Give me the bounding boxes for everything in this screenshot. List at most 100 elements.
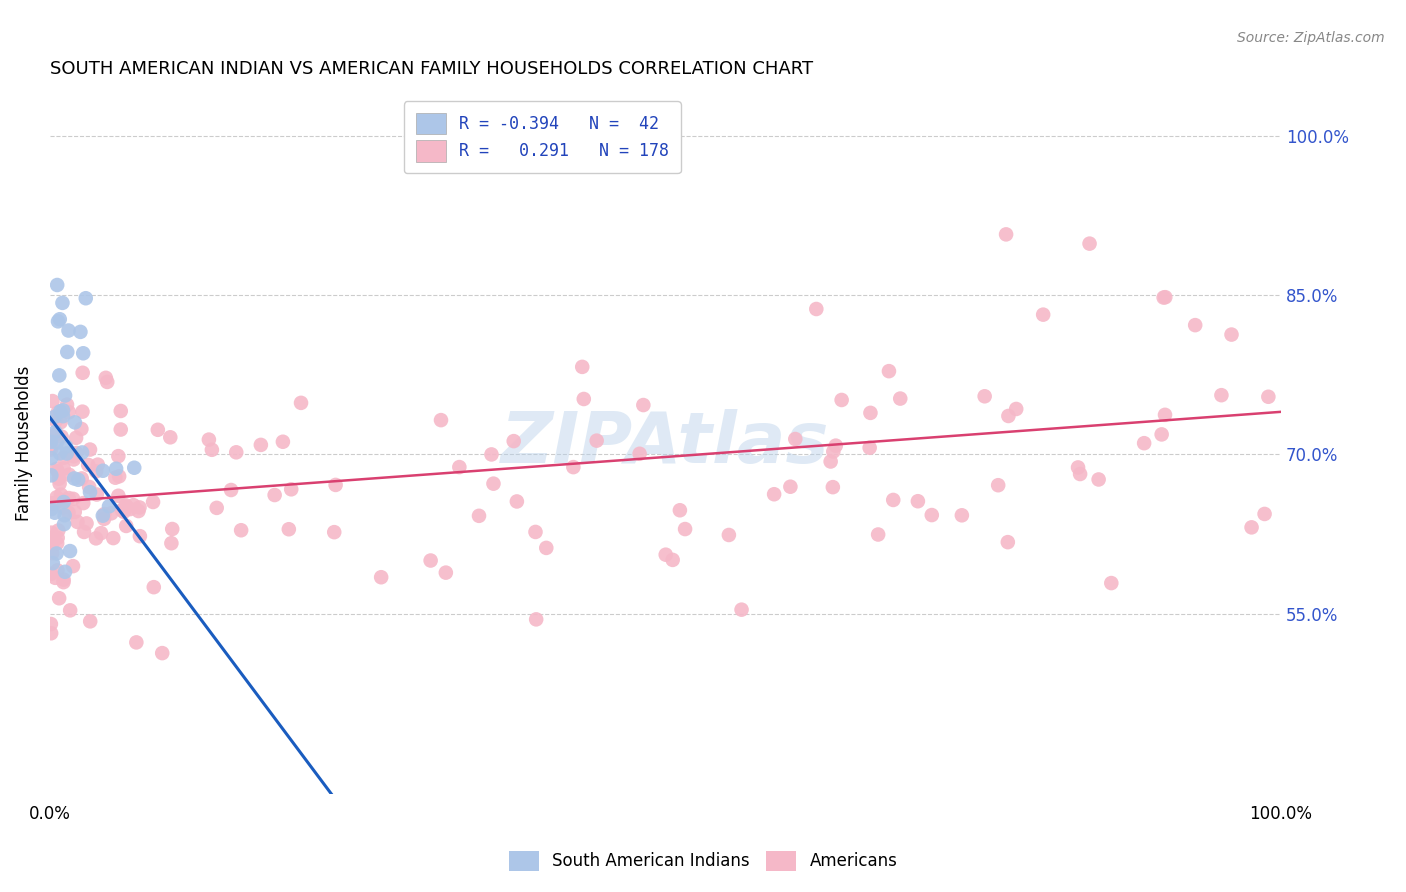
Point	[44, 409, 66, 424]
Point	[46, 531, 69, 545]
Point	[59, 603, 82, 617]
Point	[449, 460, 471, 475]
Point	[572, 392, 595, 406]
Point	[524, 612, 547, 626]
Point	[536, 541, 558, 555]
Point	[96, 375, 118, 389]
Point	[45, 546, 67, 560]
Point	[1099, 576, 1122, 591]
Point	[107, 489, 129, 503]
Point	[76, 516, 98, 531]
Point	[69, 325, 91, 339]
Point	[42, 556, 65, 570]
Point	[53, 388, 76, 402]
Point	[1153, 291, 1175, 305]
Point	[41, 546, 63, 560]
Point	[820, 454, 842, 468]
Point	[39, 534, 62, 549]
Point	[1154, 408, 1177, 422]
Point	[59, 544, 82, 558]
Point	[42, 497, 65, 511]
Text: SOUTH AMERICAN INDIAN VS AMERICAN FAMILY HOUSEHOLDS CORRELATION CHART: SOUTH AMERICAN INDIAN VS AMERICAN FAMILY…	[49, 60, 813, 78]
Point	[127, 504, 149, 518]
Point	[48, 591, 70, 606]
Point	[585, 434, 607, 448]
Point	[1087, 473, 1109, 487]
Point	[48, 472, 70, 486]
Point	[46, 563, 69, 577]
Point	[669, 503, 692, 517]
Point	[41, 502, 63, 516]
Point	[65, 446, 87, 460]
Point	[823, 444, 845, 458]
Point	[633, 398, 655, 412]
Point	[502, 434, 524, 449]
Point	[66, 515, 89, 529]
Point	[110, 404, 132, 418]
Point	[58, 506, 80, 520]
Point	[997, 409, 1019, 423]
Point	[562, 460, 585, 475]
Point	[52, 409, 75, 424]
Point	[46, 314, 69, 328]
Point	[1240, 520, 1263, 534]
Point	[79, 485, 101, 500]
Point	[70, 471, 93, 485]
Point	[79, 442, 101, 457]
Point	[250, 438, 273, 452]
Point	[53, 565, 76, 579]
Point	[56, 345, 79, 359]
Point	[55, 440, 77, 454]
Point	[114, 500, 136, 514]
Point	[52, 573, 75, 587]
Point	[45, 414, 67, 428]
Point	[58, 405, 80, 419]
Point	[628, 447, 651, 461]
Point	[45, 491, 67, 505]
Point	[79, 615, 101, 629]
Point	[90, 526, 112, 541]
Point	[661, 553, 683, 567]
Point	[73, 524, 96, 539]
Point	[571, 359, 593, 374]
Point	[205, 500, 228, 515]
Point	[62, 559, 84, 574]
Point	[1184, 318, 1206, 332]
Point	[111, 503, 134, 517]
Point	[271, 434, 294, 449]
Point	[39, 434, 62, 448]
Point	[62, 491, 84, 506]
Point	[72, 366, 94, 380]
Legend: South American Indians, Americans: South American Indians, Americans	[501, 842, 905, 880]
Point	[370, 570, 392, 584]
Point	[39, 566, 62, 581]
Point	[53, 508, 76, 523]
Point	[39, 451, 62, 466]
Point	[1032, 308, 1054, 322]
Point	[45, 435, 67, 450]
Point	[52, 575, 75, 590]
Legend: R = -0.394   N =  42, R =   0.291   N = 178: R = -0.394 N = 42, R = 0.291 N = 178	[404, 102, 681, 173]
Point	[114, 499, 136, 513]
Point	[77, 458, 100, 472]
Point	[45, 462, 67, 476]
Point	[39, 434, 62, 449]
Point	[49, 446, 72, 460]
Point	[72, 404, 94, 418]
Point	[921, 508, 943, 522]
Point	[231, 523, 253, 537]
Point	[482, 476, 505, 491]
Point	[103, 531, 125, 545]
Point	[128, 500, 150, 515]
Point	[1067, 460, 1090, 475]
Point	[831, 392, 853, 407]
Point	[46, 464, 69, 478]
Point	[58, 491, 80, 505]
Point	[323, 525, 346, 540]
Point	[263, 488, 285, 502]
Point	[49, 312, 72, 326]
Point	[94, 371, 117, 385]
Point	[108, 469, 131, 483]
Point	[128, 529, 150, 543]
Point	[122, 460, 145, 475]
